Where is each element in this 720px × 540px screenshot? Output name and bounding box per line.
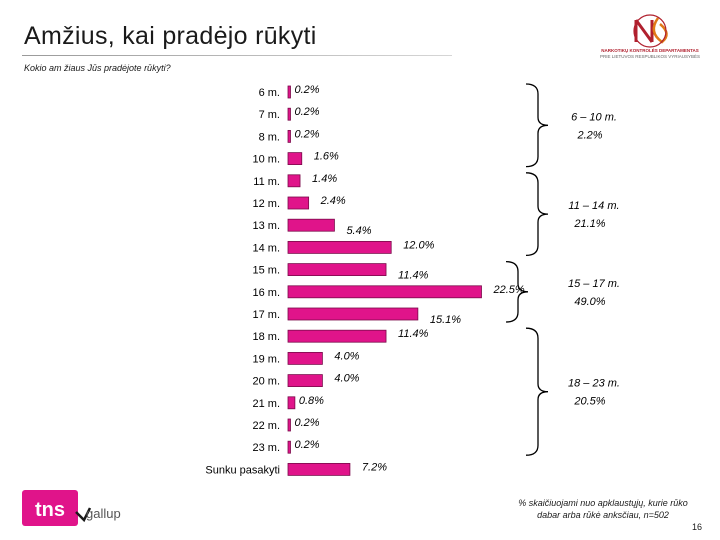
tns-logo-sub: gallup xyxy=(86,506,121,521)
category-label: Sunku pasakyti xyxy=(205,464,280,476)
bar xyxy=(287,418,291,432)
category-label: 15 m. xyxy=(252,265,280,277)
tns-gallup-logo: tns gallup xyxy=(22,490,121,526)
data-label: 0.2% xyxy=(295,84,320,96)
bar xyxy=(287,440,291,454)
page-title: Amžius, kai pradėjo rūkyti xyxy=(24,22,317,50)
data-label: 2.4% xyxy=(320,195,346,207)
category-label: 21 m. xyxy=(252,398,280,410)
bar xyxy=(287,196,310,210)
group-brace xyxy=(525,83,549,168)
bar xyxy=(287,174,301,188)
bar xyxy=(287,285,482,299)
data-label: 11.4% xyxy=(398,270,429,282)
category-label: 23 m. xyxy=(252,442,280,454)
bar xyxy=(287,462,351,476)
data-label: 12.0% xyxy=(403,239,434,251)
group-brace xyxy=(505,260,529,323)
data-label: 15.1% xyxy=(430,314,461,326)
bar xyxy=(287,351,323,365)
title-divider xyxy=(22,55,452,56)
data-label: 0.8% xyxy=(299,395,324,407)
category-label: 12 m. xyxy=(252,198,280,210)
data-label: 0.2% xyxy=(295,106,320,118)
bar xyxy=(287,329,387,343)
data-label: 4.0% xyxy=(334,373,359,385)
category-label: 13 m. xyxy=(252,220,280,232)
group-value: 49.0% xyxy=(574,296,605,308)
category-label: 7 m. xyxy=(259,109,280,121)
data-label: 1.6% xyxy=(314,151,339,163)
category-label: 6 m. xyxy=(259,87,280,99)
data-label: 0.2% xyxy=(295,439,320,451)
category-label: 11 m. xyxy=(253,176,280,188)
category-label: 20 m. xyxy=(252,376,280,388)
category-label: 22 m. xyxy=(252,420,280,432)
org-name-line2: PRIE LIETUVOS RESPUBLIKOS VYRIAUSYBĖS xyxy=(600,54,701,59)
page-number: 16 xyxy=(692,522,703,532)
group-value: 20.5% xyxy=(573,396,605,408)
bar xyxy=(287,263,387,277)
org-logo xyxy=(633,14,668,48)
group-brace xyxy=(525,327,549,456)
bar xyxy=(287,152,303,166)
category-label: 10 m. xyxy=(252,154,280,166)
org-name-line1: NARKOTIKŲ KONTROLĖS DEPARTAMENTAS xyxy=(601,48,699,53)
group-label: 11 – 14 m. xyxy=(568,200,619,212)
data-label: 0.2% xyxy=(295,128,320,140)
footnote: % skaičiuojami nuo apklaustųjų, kurie rū… xyxy=(518,498,688,520)
survey-question: Kokio am žiaus Jūs pradėjote rūkyti? xyxy=(24,63,171,73)
data-label: 4.0% xyxy=(334,350,359,362)
tns-logo-brand: tns xyxy=(35,499,65,521)
bar xyxy=(287,129,291,143)
org-name: NARKOTIKŲ KONTROLĖS DEPARTAMENTAS PRIE L… xyxy=(600,48,700,60)
data-label: 0.2% xyxy=(295,417,320,429)
tns-logo-tick xyxy=(75,507,92,523)
bar xyxy=(287,107,291,121)
group-label: 15 – 17 m. xyxy=(568,278,620,290)
bar xyxy=(287,307,419,321)
bar xyxy=(287,374,323,388)
data-label: 11.4% xyxy=(398,328,429,340)
data-label: 7.2% xyxy=(362,461,387,473)
group-brace xyxy=(525,172,549,257)
data-label: 22.5% xyxy=(493,284,525,296)
category-label: 19 m. xyxy=(252,353,280,365)
group-value: 2.2% xyxy=(576,129,602,141)
group-label: 6 – 10 m. xyxy=(571,111,617,123)
tns-logo-box xyxy=(22,490,78,526)
bar xyxy=(287,396,296,410)
category-label: 14 m. xyxy=(252,242,280,254)
group-label: 18 – 23 m. xyxy=(568,378,620,390)
group-value: 21.1% xyxy=(573,218,605,230)
org-logo-ring xyxy=(633,14,667,48)
bar xyxy=(287,85,291,99)
data-label: 1.4% xyxy=(312,173,337,185)
category-label: 18 m. xyxy=(252,331,280,343)
category-label: 16 m. xyxy=(252,287,280,299)
category-label: 17 m. xyxy=(252,309,280,321)
bar xyxy=(287,218,335,232)
bar xyxy=(287,240,392,254)
data-label: 5.4% xyxy=(346,225,371,237)
category-label: 8 m. xyxy=(259,131,280,143)
